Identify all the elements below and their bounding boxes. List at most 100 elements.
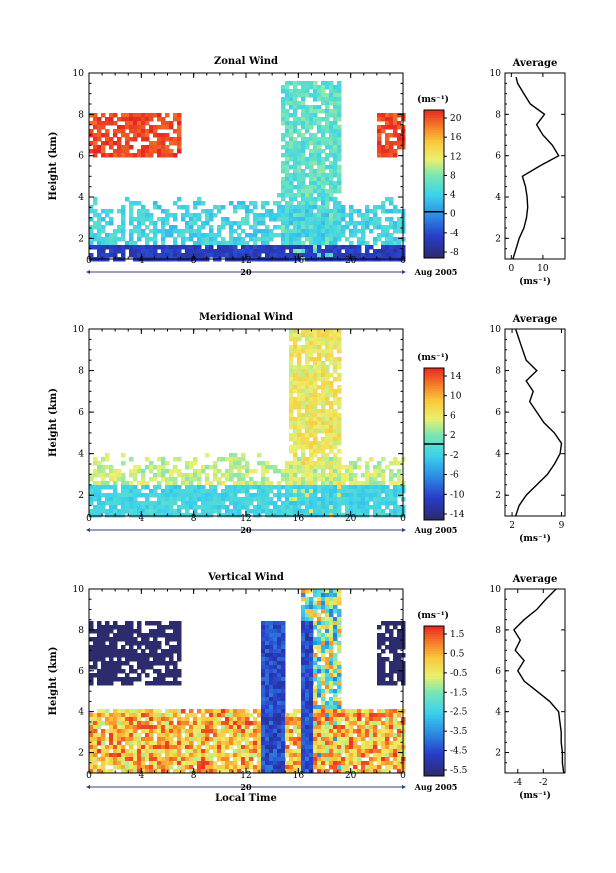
colorbar-swatch [424, 373, 444, 377]
average-y-tick-label: 2 [495, 234, 501, 244]
x-tick-label: 12 [240, 771, 251, 781]
colorbar-tick-label: 12 [450, 152, 461, 162]
colorbar-tick-label: -1.5 [450, 688, 468, 698]
colorbar-tick-label: -3.5 [450, 727, 468, 737]
colorbar-swatch [424, 487, 444, 491]
colorbar-swatch [424, 416, 444, 420]
colorbar-swatch [424, 449, 444, 453]
colorbar-swatch [424, 497, 444, 501]
average-y-tick-label: 8 [495, 110, 501, 120]
average-frame [504, 588, 566, 774]
colorbar-swatch [424, 723, 444, 727]
x-tick-label: 8 [191, 256, 197, 266]
average-x-tick-label: -4 [513, 778, 522, 788]
colorbar-swatch [424, 633, 444, 637]
colorbar-swatch [424, 716, 444, 719]
colorbar-tick-label: 1.5 [450, 630, 465, 640]
colorbar-tick-label: 6 [450, 411, 456, 421]
colorbar-swatch [424, 154, 444, 158]
x-tick-label: 0 [400, 771, 406, 781]
colorbar-unit: (ms⁻¹) [417, 610, 449, 621]
colorbar-swatch [424, 196, 444, 200]
colorbar-tick-label: -5.5 [450, 766, 468, 776]
colorbar-swatch [424, 159, 444, 163]
colorbar-swatch [424, 482, 444, 486]
colorbar-swatch [424, 651, 444, 654]
colorbar-swatch [424, 666, 444, 669]
y-tick-label: 8 [78, 367, 84, 377]
colorbar-swatch [424, 479, 444, 483]
y-tick-label: 10 [73, 69, 85, 79]
colorbar-swatch [424, 127, 444, 131]
average-x-unit: (ms⁻¹) [519, 790, 551, 801]
colorbar-swatch [424, 255, 444, 259]
colorbar-swatch [424, 728, 444, 732]
colorbar-swatch [424, 631, 444, 634]
date-axis-end-marker [402, 270, 406, 274]
colorbar-swatch [424, 459, 444, 463]
colorbar-swatch [424, 144, 444, 148]
colorbar-tick-label: -2 [450, 451, 459, 461]
colorbar-swatch [424, 418, 444, 422]
y-tick-label: 2 [78, 234, 84, 244]
colorbar-swatch [424, 507, 444, 511]
date-day-label: 20 [240, 525, 252, 535]
colorbar-swatch [424, 436, 444, 440]
colorbar-swatch [424, 731, 444, 734]
colorbar-swatch [424, 628, 444, 632]
colorbar-swatch [424, 216, 444, 220]
colorbar-swatch [424, 693, 444, 697]
y-tick-label: 10 [73, 585, 85, 595]
average-y-tick-label: 2 [495, 491, 501, 501]
colorbar-swatch [424, 147, 444, 150]
average-x-tick-label: 9 [559, 521, 565, 531]
colorbar-frame [423, 625, 445, 777]
colorbar-swatch [424, 380, 444, 384]
colorbar-swatch [424, 221, 444, 224]
colorbar-swatch [424, 502, 444, 506]
colorbar-swatch [424, 736, 444, 739]
colorbar-swatch [424, 466, 444, 470]
colorbar-swatch [424, 688, 444, 692]
colorbar-swatch [424, 668, 444, 672]
colorbar-swatch [424, 718, 444, 722]
colorbar-swatch [424, 454, 444, 458]
colorbar-swatch [424, 186, 444, 190]
colorbar-swatch [424, 676, 444, 679]
chart-title: Vertical Wind [207, 572, 284, 583]
x-tick-label: 20 [345, 256, 357, 266]
colorbar-swatch [424, 733, 444, 737]
average-y-tick-label: 4 [495, 450, 501, 460]
average-y-tick-label: 8 [495, 367, 501, 377]
x-tick-label: 8 [191, 771, 197, 781]
colorbar-swatch [424, 238, 444, 242]
colorbar-swatch [424, 476, 444, 480]
colorbar-swatch [424, 184, 444, 187]
colorbar-swatch [424, 142, 444, 146]
colorbar-swatch [424, 393, 444, 397]
average-x-unit: (ms⁻¹) [519, 533, 551, 544]
colorbar-swatch [424, 663, 444, 667]
colorbar-swatch [424, 248, 444, 252]
colorbar-swatch [424, 514, 444, 518]
average-panel: Average 2 4 6 8 10 0 10 (ms⁻¹) [490, 58, 566, 287]
colorbar: (ms⁻¹)14 10 6 2 -2 -6 -10 -14 [417, 352, 465, 521]
colorbar-swatch [424, 164, 444, 168]
panel-2: Meridional Wind 2 4 6 8 10 Height (km) 0 4 8 12 16 2… [48, 312, 566, 544]
colorbar-swatch [424, 426, 444, 430]
colorbar-swatch [424, 161, 444, 165]
colorbar-swatch [424, 193, 444, 197]
colorbar-swatch [424, 464, 444, 468]
colorbar-swatch [424, 378, 444, 382]
average-panel: Average 2 4 6 8 10 -4 -2 (ms⁻¹) [490, 574, 566, 801]
colorbar-swatch [424, 748, 444, 752]
colorbar-tick-label: 8 [450, 171, 456, 181]
colorbar-tick-label: -6 [450, 471, 459, 481]
colorbar-swatch [424, 469, 444, 473]
colorbar-swatch [424, 489, 444, 493]
average-x-tick-label: -2 [539, 778, 548, 788]
colorbar-swatch [424, 512, 444, 516]
colorbar-swatch [424, 240, 444, 244]
